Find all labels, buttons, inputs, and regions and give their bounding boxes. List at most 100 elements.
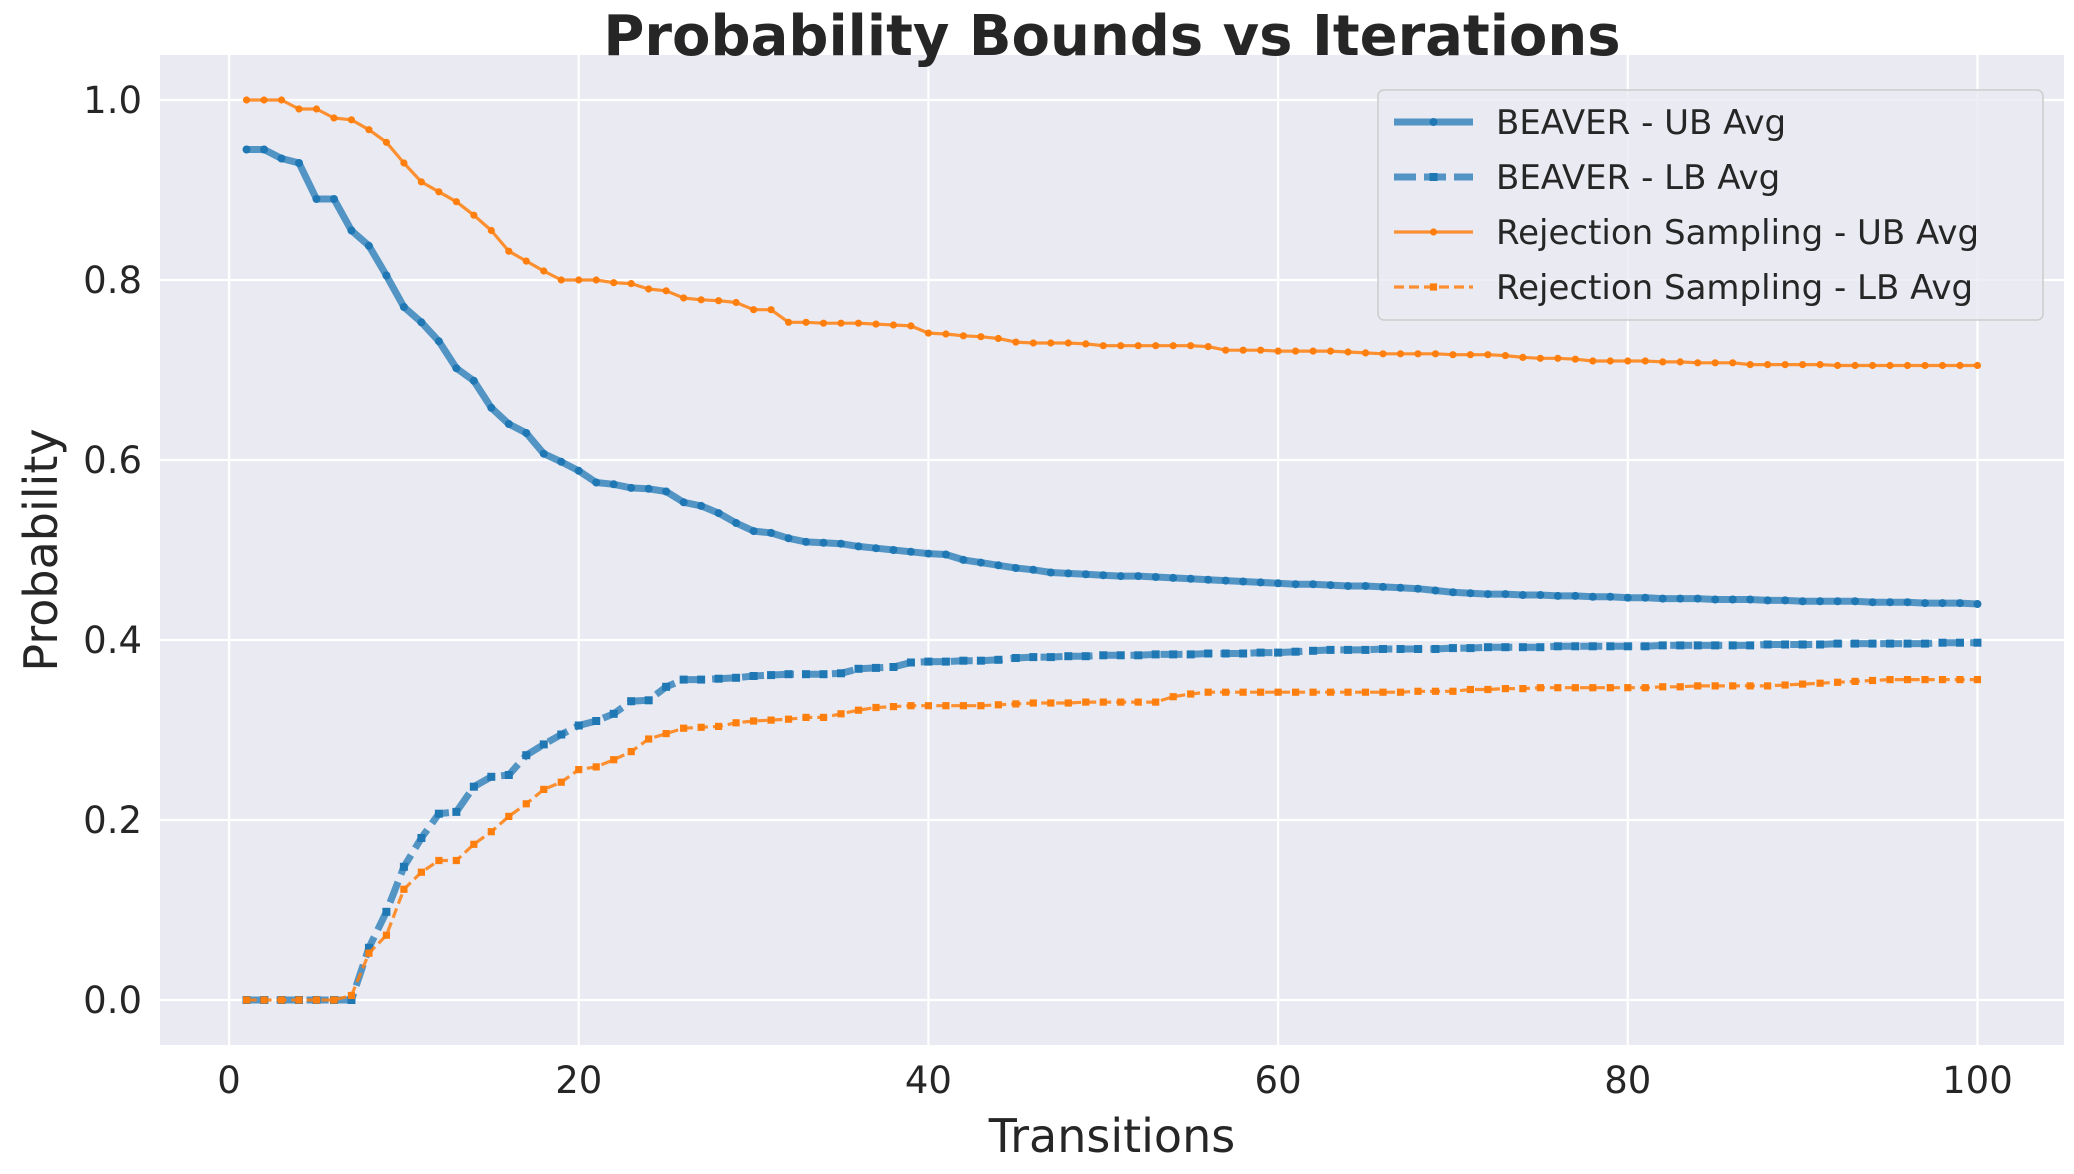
data-point xyxy=(1449,687,1457,695)
data-point xyxy=(941,657,950,666)
data-point xyxy=(732,298,740,307)
data-point xyxy=(802,537,811,546)
data-point xyxy=(1344,582,1353,590)
data-point xyxy=(1344,645,1353,654)
data-point xyxy=(836,539,845,548)
legend-marker xyxy=(1429,118,1438,126)
data-point xyxy=(679,675,688,684)
data-point xyxy=(1694,359,1702,367)
data-point xyxy=(1501,643,1510,652)
data-point xyxy=(994,561,1003,570)
data-point xyxy=(434,337,443,346)
data-point xyxy=(1326,688,1335,696)
data-point xyxy=(1519,353,1527,361)
data-point xyxy=(1729,682,1737,690)
data-point xyxy=(1781,640,1790,649)
data-point xyxy=(592,276,600,284)
data-point xyxy=(1711,682,1719,690)
data-point xyxy=(1746,682,1754,690)
data-point xyxy=(1623,593,1632,602)
legend-marker xyxy=(1429,228,1438,236)
data-point xyxy=(592,478,601,487)
data-point xyxy=(1886,598,1895,607)
data-point xyxy=(715,297,723,305)
data-point xyxy=(1746,641,1755,650)
data-point xyxy=(1676,683,1684,691)
data-point xyxy=(1553,591,1562,600)
legend-box xyxy=(1377,89,2044,321)
data-point xyxy=(1921,639,1930,648)
data-point xyxy=(435,856,443,865)
data-point xyxy=(1553,642,1562,651)
data-point xyxy=(1781,596,1790,605)
data-point xyxy=(1046,653,1055,662)
data-point xyxy=(1239,346,1247,354)
data-point xyxy=(662,682,671,691)
data-point xyxy=(732,673,741,682)
data-point xyxy=(1396,645,1405,653)
x-tick-label: 0 xyxy=(217,1059,241,1102)
data-point xyxy=(1291,580,1300,589)
data-point xyxy=(1886,639,1895,648)
data-point xyxy=(1676,641,1685,650)
data-point xyxy=(1239,577,1248,586)
data-point xyxy=(907,702,915,710)
data-point xyxy=(1484,685,1492,694)
data-point xyxy=(1851,597,1860,606)
data-point xyxy=(609,709,618,718)
data-point xyxy=(767,716,775,724)
data-point xyxy=(1361,688,1370,696)
data-point xyxy=(1589,357,1597,365)
data-point xyxy=(312,996,321,1004)
data-point xyxy=(434,809,443,818)
data-point xyxy=(1641,593,1650,602)
data-point xyxy=(1536,643,1545,652)
data-point xyxy=(260,145,269,154)
data-point xyxy=(452,856,460,865)
data-point xyxy=(1711,359,1719,367)
data-point xyxy=(1641,357,1649,365)
data-point xyxy=(610,756,618,764)
data-point xyxy=(662,730,670,738)
data-point xyxy=(1536,684,1544,692)
data-point xyxy=(1099,571,1108,580)
data-point xyxy=(1379,688,1387,696)
data-point xyxy=(277,154,286,163)
data-point xyxy=(819,713,828,721)
data-point xyxy=(522,257,530,265)
data-point xyxy=(1798,640,1807,649)
data-point xyxy=(697,501,706,510)
data-point xyxy=(837,319,845,327)
y-tick-label: 0.6 xyxy=(83,439,142,482)
data-point xyxy=(1431,645,1440,653)
data-point xyxy=(1361,582,1370,590)
x-tick-label: 20 xyxy=(555,1059,602,1102)
y-tick-label: 0.4 xyxy=(83,619,142,662)
data-point xyxy=(1082,340,1090,348)
data-point xyxy=(1781,681,1789,689)
data-point xyxy=(1833,361,1842,370)
data-point xyxy=(1064,339,1072,347)
data-point xyxy=(400,159,408,167)
data-point xyxy=(627,483,636,492)
data-point xyxy=(714,674,723,683)
data-point xyxy=(365,949,373,957)
data-point xyxy=(1204,575,1213,584)
data-point xyxy=(1554,684,1562,692)
data-point xyxy=(767,528,776,537)
data-point xyxy=(784,715,793,723)
data-point xyxy=(1466,589,1475,598)
data-point xyxy=(382,271,391,280)
data-point xyxy=(889,703,898,711)
data-point xyxy=(1414,687,1422,695)
data-point xyxy=(1291,688,1300,696)
data-point xyxy=(1729,359,1737,367)
data-point xyxy=(854,319,863,327)
data-point xyxy=(382,907,391,916)
data-point xyxy=(889,663,898,671)
data-point xyxy=(1606,357,1614,365)
data-point xyxy=(539,449,548,458)
data-point xyxy=(1151,573,1160,581)
data-point xyxy=(1152,342,1160,350)
data-point xyxy=(871,663,880,672)
